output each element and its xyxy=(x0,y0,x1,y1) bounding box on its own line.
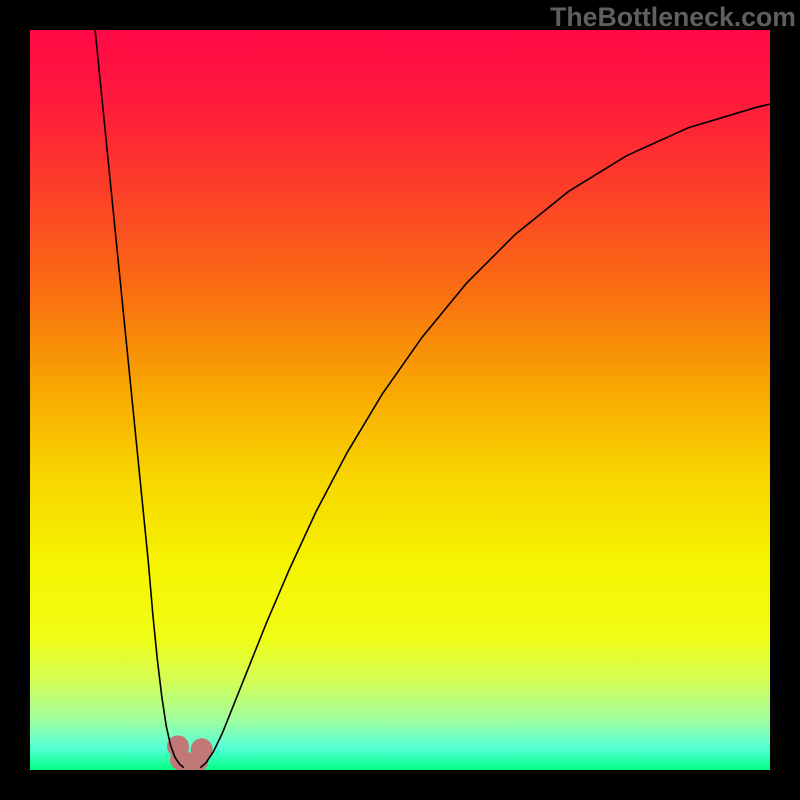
bottleneck-chart xyxy=(30,30,770,770)
chart-root: TheBottleneck.com xyxy=(0,0,800,800)
watermark-text: TheBottleneck.com xyxy=(550,2,796,33)
